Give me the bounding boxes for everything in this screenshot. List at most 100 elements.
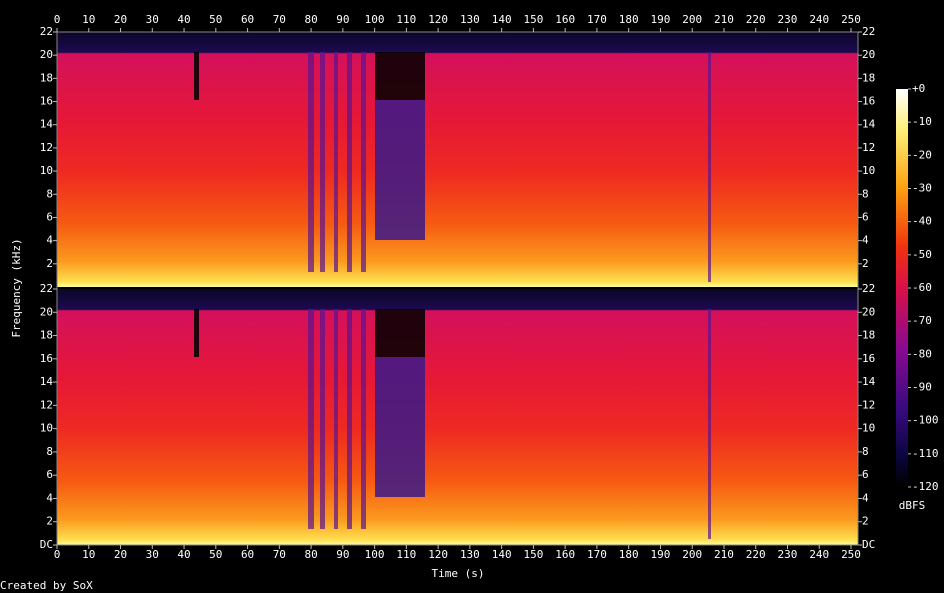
y-tick-label: 18 <box>862 71 875 84</box>
y-tick-label: 6 <box>862 468 869 481</box>
x-tick-label: 200 <box>682 13 702 26</box>
colorbar-tick-label: -60 <box>912 281 932 294</box>
y-tick-label: 14 <box>862 118 876 131</box>
y-tick-label: 10 <box>40 422 53 435</box>
colorbar-tick-label: -40 <box>912 215 932 228</box>
x-tick-label: 250 <box>841 548 861 561</box>
x-tick-label: 120 <box>428 548 448 561</box>
x-tick-label: 60 <box>241 548 254 561</box>
x-tick-label: 140 <box>492 13 512 26</box>
y-tick-label: 2 <box>46 257 53 270</box>
x-tick-label: 120 <box>428 13 448 26</box>
x-tick-label: 10 <box>82 548 95 561</box>
x-tick-label: 180 <box>619 548 639 561</box>
colorbar-tick-label: -30 <box>912 182 932 195</box>
y-tick-label: 16 <box>40 352 53 365</box>
x-tick-label: 190 <box>651 13 671 26</box>
x-tick-label: 250 <box>841 13 861 26</box>
y-tick-label: 12 <box>40 141 53 154</box>
y-tick-label: 10 <box>862 164 875 177</box>
y-tick-label: 4 <box>862 234 869 247</box>
colorbar-label: dBFS <box>899 499 926 512</box>
y-tick-label: 6 <box>46 210 53 223</box>
x-tick-label: 110 <box>396 13 416 26</box>
y-tick-label: 14 <box>40 118 54 131</box>
colorbar-tick-label: -120 <box>912 480 939 493</box>
x-tick-label: 220 <box>746 13 766 26</box>
y-tick-label: 22 <box>862 25 875 38</box>
x-tick-label: 0 <box>54 548 61 561</box>
colorbar-tick-label: -50 <box>912 248 932 261</box>
x-tick-label: 160 <box>555 548 575 561</box>
y-tick-label: 4 <box>46 234 53 247</box>
x-tick-label: 220 <box>746 548 766 561</box>
x-tick-label: 90 <box>336 548 349 561</box>
x-tick-label: 10 <box>82 13 95 26</box>
x-tick-label: 0 <box>54 13 61 26</box>
y-tick-label: 20 <box>862 305 875 318</box>
x-tick-label: 30 <box>146 13 159 26</box>
y-tick-label: 12 <box>862 141 875 154</box>
y-tick-label: 4 <box>862 491 869 504</box>
y-tick-label: 6 <box>862 210 869 223</box>
x-tick-label: 110 <box>396 548 416 561</box>
x-axis-label: Time (s) <box>432 567 485 580</box>
y-tick-label: 12 <box>40 398 53 411</box>
x-tick-label: 20 <box>114 548 127 561</box>
y-tick-label: 22 <box>862 282 875 295</box>
y-tick-label: 16 <box>862 352 875 365</box>
x-tick-label: 210 <box>714 548 734 561</box>
y-tick-label: 16 <box>40 95 53 108</box>
y-tick-label: 14 <box>862 375 876 388</box>
y-tick-label: 2 <box>862 515 869 528</box>
colorbar-tick-label: -90 <box>912 381 932 394</box>
x-tick-label: 50 <box>209 13 222 26</box>
colorbar-tick-label: -10 <box>912 115 932 128</box>
x-tick-label: 40 <box>177 13 190 26</box>
x-tick-label: 200 <box>682 548 702 561</box>
y-tick-label: 22 <box>40 282 53 295</box>
x-tick-label: 40 <box>177 548 190 561</box>
x-tick-label: 50 <box>209 548 222 561</box>
colorbar-tick-label: +0 <box>912 82 925 95</box>
y-tick-label: 8 <box>46 445 53 458</box>
x-tick-label: 230 <box>778 548 798 561</box>
x-tick-label: 170 <box>587 548 607 561</box>
x-tick-label: 150 <box>523 548 543 561</box>
y-tick-label: 18 <box>40 71 53 84</box>
y-tick-label: 4 <box>46 491 53 504</box>
y-tick-label: 2 <box>862 257 869 270</box>
x-tick-label: 150 <box>523 13 543 26</box>
y-tick-label: 20 <box>40 48 53 61</box>
y-tick-label: 20 <box>862 48 875 61</box>
x-tick-label: 230 <box>778 13 798 26</box>
x-tick-label: 100 <box>365 13 385 26</box>
x-tick-label: 130 <box>460 548 480 561</box>
x-tick-label: 210 <box>714 13 734 26</box>
y-tick-label: DC <box>40 538 53 551</box>
x-tick-label: 130 <box>460 13 480 26</box>
credit: Created by SoX <box>0 579 93 592</box>
colorbar <box>896 89 908 487</box>
x-tick-label: 70 <box>273 548 286 561</box>
x-tick-label: 80 <box>304 548 317 561</box>
y-tick-label: 12 <box>862 398 875 411</box>
y-tick-label: 10 <box>40 164 53 177</box>
x-tick-label: 60 <box>241 13 254 26</box>
x-tick-label: 30 <box>146 548 159 561</box>
y-tick-label: 8 <box>862 445 869 458</box>
y-tick-label: 18 <box>40 329 53 342</box>
x-tick-label: 140 <box>492 548 512 561</box>
x-tick-label: 190 <box>651 548 671 561</box>
x-tick-label: 170 <box>587 13 607 26</box>
y-tick-label: 18 <box>862 329 875 342</box>
y-tick-label: 20 <box>40 305 53 318</box>
y-tick-label: 8 <box>46 187 53 200</box>
x-tick-label: 100 <box>365 548 385 561</box>
y-tick-label: 10 <box>862 422 875 435</box>
y-tick-label: 22 <box>40 25 53 38</box>
y-tick-label: DC <box>862 538 875 551</box>
y-tick-label: 8 <box>862 187 869 200</box>
colorbar-tick-label: -110 <box>912 447 939 460</box>
